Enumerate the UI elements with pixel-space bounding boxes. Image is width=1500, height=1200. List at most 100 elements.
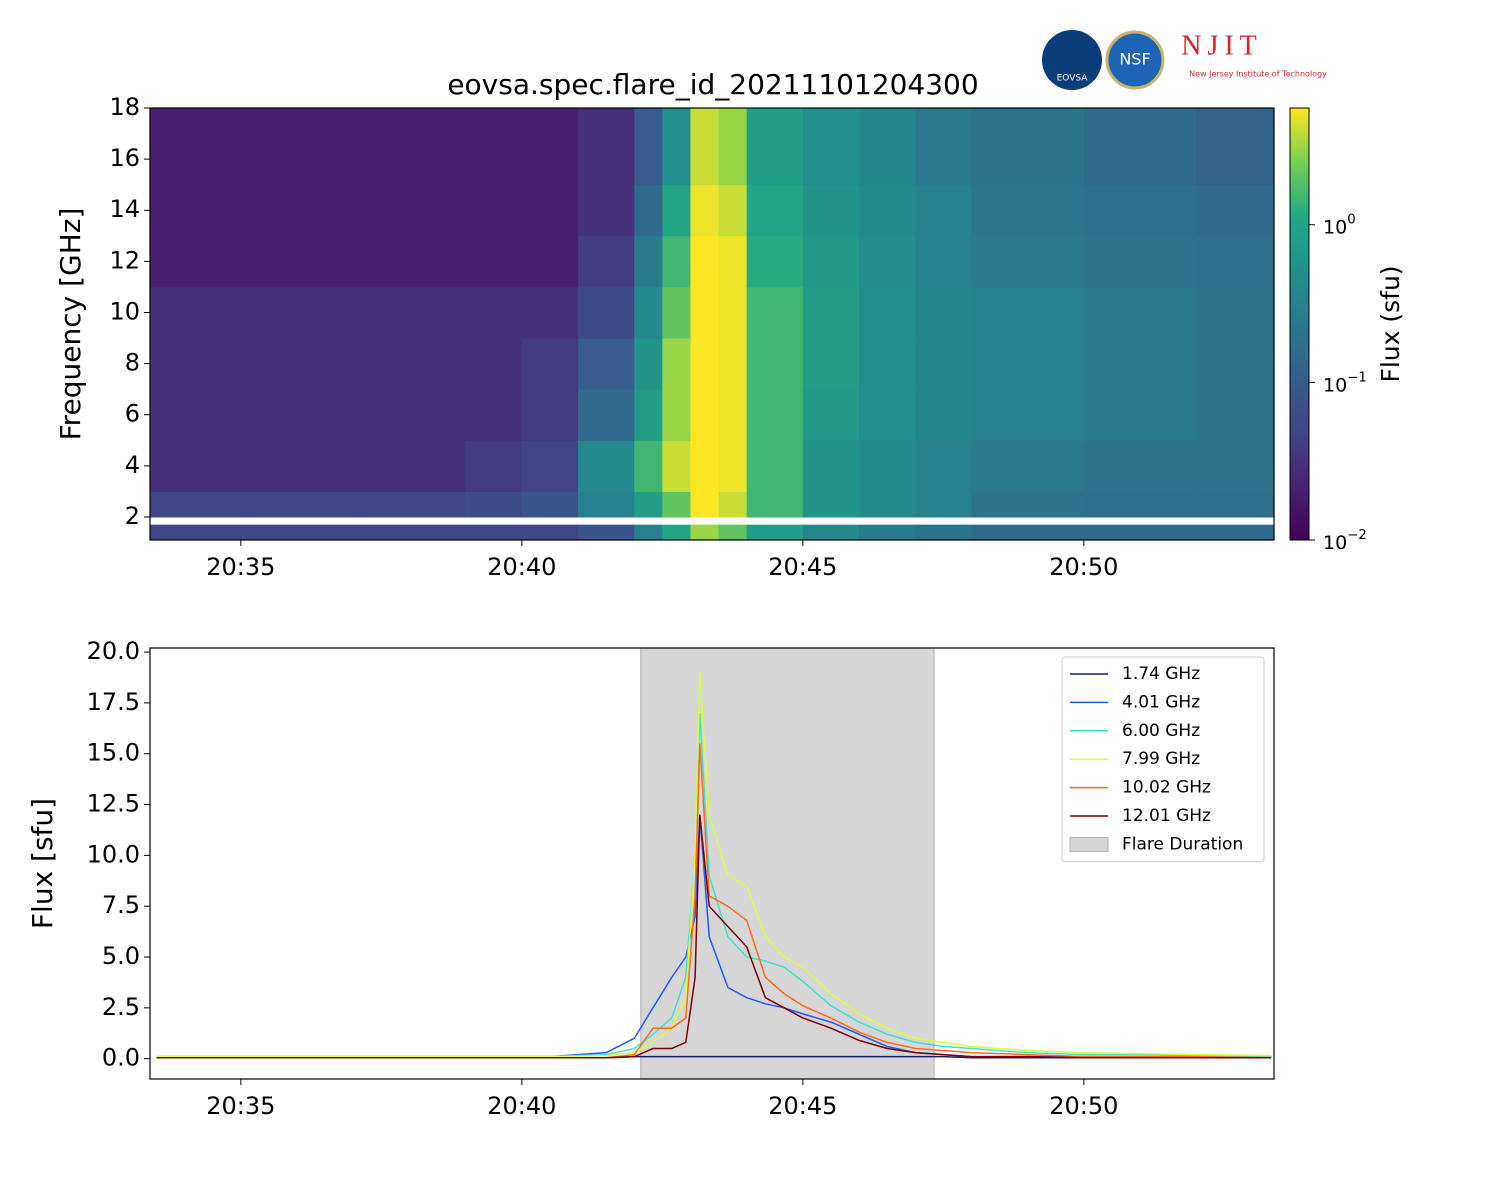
heatmap-cell (690, 184, 720, 237)
heatmap-cell (1083, 524, 1197, 541)
heatmap-cell (690, 286, 720, 339)
heatmap-cell (150, 286, 242, 339)
heatmap-cell (1083, 440, 1197, 492)
x-tick-label: 20:50 (1049, 1092, 1118, 1120)
heatmap-cell (1196, 235, 1275, 288)
heatmap-cell (802, 108, 860, 186)
heatmap-cell (353, 108, 467, 186)
heatmap-cell (521, 440, 579, 492)
heatmap-cell (521, 524, 579, 541)
heatmap-cell (240, 286, 354, 339)
heatmap-cell (240, 524, 354, 541)
heatmap-cell (578, 524, 635, 541)
heatmap-cell (634, 491, 663, 518)
heatmap-cell (150, 524, 242, 541)
heatmap-cell (1083, 235, 1197, 288)
heatmap-cell (859, 108, 916, 186)
nsf-logo (1105, 30, 1165, 90)
heatmap-cell (718, 389, 748, 441)
logos: EOVSA NSF NJIT New Jersey Institute of T… (1042, 30, 1327, 90)
heatmap-cell (690, 108, 720, 186)
heatmap-cell (578, 440, 635, 492)
heatmap-cell (802, 286, 860, 339)
flare-span (640, 647, 935, 1080)
heatmap-cell (859, 440, 916, 492)
heatmap-cell (690, 524, 720, 541)
heatmap-cell (521, 286, 579, 339)
y-tick-label: 6 (125, 400, 140, 428)
heatmap-cell (915, 108, 972, 186)
chart-title: eovsa.spec.flare_id_20211101204300 (447, 68, 978, 101)
heatmap-cell (150, 235, 242, 288)
heatmap-cell (578, 235, 635, 288)
heatmap-cell (353, 440, 467, 492)
x-tick-label: 20:40 (487, 553, 556, 581)
heatmap-cell (746, 184, 804, 237)
heatmap-cell (465, 440, 523, 492)
heatmap-cell (971, 524, 1085, 541)
heatmap-cell (662, 338, 691, 390)
heatmap (150, 108, 1275, 541)
heatmap-cell (634, 440, 663, 492)
heatmap-cell (634, 108, 663, 186)
heatmap-cell (971, 108, 1085, 186)
heatmap-cell (1083, 491, 1197, 518)
heatmap-cell (1196, 524, 1275, 541)
heatmap-cell (802, 338, 860, 390)
heatmap-cell (465, 524, 523, 541)
heatmap-cell (578, 338, 635, 390)
nsf-text: NSF (1119, 50, 1150, 69)
heatmap-cell (1196, 338, 1275, 390)
heatmap-cell (150, 389, 242, 441)
heatmap-cell (578, 389, 635, 441)
heatmap-cell (915, 286, 972, 339)
njit-name: New Jersey Institute of Technology (1189, 70, 1327, 79)
heatmap-cell (971, 440, 1085, 492)
heatmap-cell (521, 108, 579, 186)
heatmap-cell (240, 491, 354, 518)
heatmap-cell (521, 491, 579, 518)
heatmap-cell (465, 184, 523, 237)
heatmap-cell (353, 235, 467, 288)
y-tick-label: 7.5 (102, 891, 140, 919)
heatmap-cell (971, 389, 1085, 441)
y-tick-label: 4 (125, 451, 140, 479)
heatmap-cell (746, 524, 804, 541)
heatmap-cell (634, 338, 663, 390)
heatmap-cell (802, 440, 860, 492)
legend-label: 12.01 GHz (1122, 806, 1211, 826)
y-tick-label: 2.5 (102, 993, 140, 1021)
heatmap-cell (353, 491, 467, 518)
colorbar-label: Flux (sfu) (1376, 265, 1405, 382)
heatmap-cell (1196, 491, 1275, 518)
legend-label: 10.02 GHz (1122, 778, 1211, 798)
heatmap-cell (353, 184, 467, 237)
x-tick-label: 20:35 (206, 553, 275, 581)
heatmap-cell (240, 108, 354, 186)
heatmap-cell (915, 440, 972, 492)
heatmap-cell (971, 286, 1085, 339)
heatmap-cell (718, 524, 748, 541)
heatmap-cell (240, 389, 354, 441)
heatmap-cell (690, 491, 720, 518)
legend-label: 6.00 GHz (1122, 721, 1200, 741)
heatmap-cell (521, 184, 579, 237)
heatmap-cell (746, 108, 804, 186)
y-tick-label: 10 (109, 297, 140, 325)
y-tick-label: 10.0 (87, 840, 140, 868)
x-tick-label: 20:45 (768, 553, 837, 581)
heatmap-cell (1196, 440, 1275, 492)
heatmap-cell (859, 491, 916, 518)
eovsa-logo (1042, 30, 1102, 90)
heatmap-cell (634, 524, 663, 541)
heatmap-cell (465, 389, 523, 441)
heatmap-cell (915, 491, 972, 518)
heatmap-cell (859, 338, 916, 390)
y-axis-label: Flux [sfu] (26, 798, 59, 929)
axes-frame (149, 107, 1275, 541)
heatmap-cell (859, 235, 916, 288)
heatmap-cell (1083, 286, 1197, 339)
heatmap-cell (150, 338, 242, 390)
heatmap-cell (746, 491, 804, 518)
heatmap-cell (915, 389, 972, 441)
